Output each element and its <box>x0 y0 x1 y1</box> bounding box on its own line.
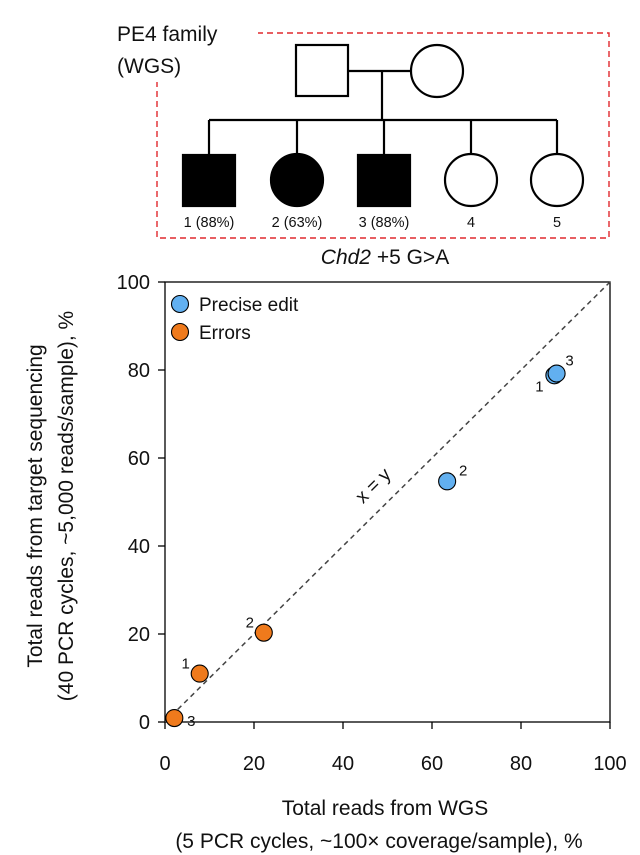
y-axis-ticks: 0 20 40 60 80 100 <box>117 272 165 734</box>
child-5-label: 5 <box>553 215 561 231</box>
identity-line <box>164 281 611 723</box>
point-label: 2 <box>459 462 467 479</box>
children: 1 (88%) 2 (63%) 3 (88%) 4 5 <box>181 120 585 231</box>
family-dashed-box <box>156 32 610 239</box>
point-label: 3 <box>565 353 573 370</box>
y-tick-label: 40 <box>128 536 150 558</box>
precise-edit-point-3 <box>547 364 566 383</box>
chart: Chd2 +5 G>A x = y 0 20 40 60 80 100 0 20 40 60 80… <box>24 246 627 853</box>
error-point-2 <box>254 623 273 642</box>
child-2-label: 2 (63%) <box>272 215 323 231</box>
chart-title: Chd2 +5 G>A <box>321 246 449 269</box>
x-tick-label: 0 <box>159 753 170 775</box>
y-tick-label: 80 <box>128 360 150 382</box>
y-tick-label: 100 <box>117 272 150 294</box>
chart-title-gene: Chd2 <box>321 246 372 269</box>
y-tick-label: 60 <box>128 448 150 470</box>
child-3-symbol <box>356 153 412 208</box>
x-tick-label: 40 <box>332 753 354 775</box>
x-tick-label: 80 <box>510 753 532 775</box>
y-tick-label: 20 <box>128 624 150 646</box>
legend-marker <box>170 294 190 314</box>
y-axis-label: Total reads from target sequencing <box>24 344 47 667</box>
child-1-symbol <box>181 153 237 208</box>
x-axis-label: Total reads from WGS <box>282 797 489 820</box>
point-label: 1 <box>535 378 543 395</box>
child-3-label: 3 (88%) <box>359 215 410 231</box>
y-tick-label: 0 <box>139 712 150 734</box>
precise-edit-point-2 <box>438 472 457 491</box>
child-4-label: 4 <box>467 215 475 231</box>
y-axis-label-sub: (40 PCR cycles, ~5,000 reads/sample), % <box>55 311 78 701</box>
legend-label: Precise edit <box>199 295 299 316</box>
data-points: 1 2 3 1 2 3 <box>165 353 574 730</box>
point-label: 1 <box>182 656 190 673</box>
family-label-sub: (WGS) <box>117 55 181 78</box>
father-symbol <box>294 43 350 98</box>
x-axis-label-sub: (5 PCR cycles, ~100× coverage/sample), % <box>175 830 582 853</box>
mother-symbol <box>409 43 465 99</box>
child-1-label: 1 (88%) <box>184 215 235 231</box>
child-4-symbol <box>443 152 499 208</box>
legend-marker <box>170 322 190 342</box>
x-tick-label: 60 <box>421 753 443 775</box>
family-label: PE4 family <box>117 23 218 46</box>
legend-label: Errors <box>199 323 251 344</box>
error-point-3 <box>165 708 184 728</box>
x-tick-label: 100 <box>593 753 626 775</box>
x-axis-ticks: 0 20 40 60 80 100 <box>159 722 627 775</box>
chart-title-variant: +5 G>A <box>371 246 449 269</box>
identity-line-label: x = y <box>352 464 396 508</box>
legend: Precise edit Errors <box>170 294 299 344</box>
pedigree: PE4 family (WGS) 1 (88%) 2 (63%) 3 (88%) 4 5 <box>102 16 610 239</box>
error-point-1 <box>190 664 209 683</box>
child-5-symbol <box>529 152 585 208</box>
point-label: 3 <box>187 713 195 730</box>
plot-frame <box>164 281 611 723</box>
child-2-symbol <box>269 152 325 208</box>
family-label-background <box>102 16 258 82</box>
x-tick-label: 20 <box>243 753 265 775</box>
point-label: 2 <box>246 615 254 632</box>
